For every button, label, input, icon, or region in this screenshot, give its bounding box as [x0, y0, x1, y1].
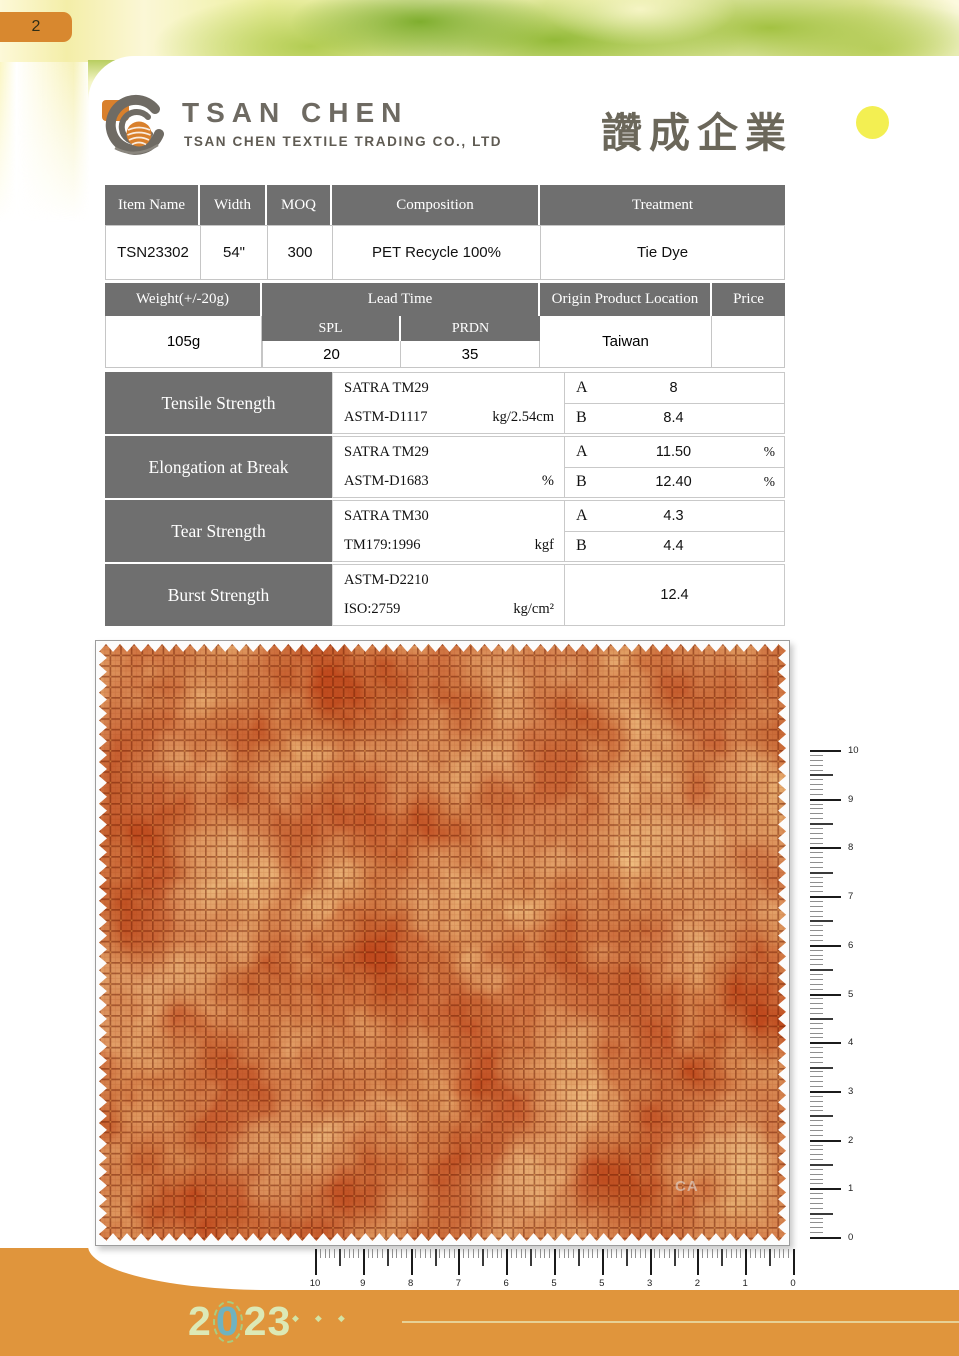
weight-value: 105g: [105, 316, 262, 368]
page-number-tab: 2: [0, 12, 72, 42]
result-row-a: A 11.50%: [576, 442, 775, 460]
method-2: ASTM-D1117: [344, 409, 428, 425]
left-margin-streaks: [0, 62, 90, 222]
item-name-value: TSN23302: [106, 226, 201, 279]
col-origin: Origin Product Location: [540, 283, 712, 316]
test-unit: kgf: [534, 537, 554, 553]
prdn-value: 35: [401, 341, 540, 368]
test-name: Tensile Strength: [105, 372, 332, 434]
test-methods: SATRA TM29 ASTM-D1683%: [332, 436, 565, 498]
price-value: [712, 316, 785, 368]
col-moq: MOQ: [267, 185, 332, 225]
test-unit: kg/cm²: [513, 601, 554, 617]
year-zero-decorated: 0: [212, 1301, 243, 1343]
result-row-b: B 8.4: [565, 402, 784, 434]
test-methods: SATRA TM30 TM179:1996 kgf: [332, 500, 565, 562]
page-number: 2: [31, 18, 41, 35]
method-2: TM179:1996: [344, 537, 421, 553]
method-2: ISO:2759: [344, 601, 401, 617]
swatch-watermark: CA: [675, 1178, 699, 1195]
method-1: SATRA TM29: [344, 444, 429, 460]
method-1: SATRA TM29: [344, 380, 429, 396]
method-1: ASTM-D2210: [344, 572, 429, 588]
horizontal-ruler: 10 9 8 7 6 5 5 3 2 1 0: [310, 1249, 796, 1289]
brand-name: TSAN CHEN: [182, 97, 409, 128]
col-width: Width: [200, 185, 267, 225]
col-leadtime: Lead Time: [262, 283, 540, 316]
spec-table-1-row: TSN23302 54" 300 PET Recycle 100% Tie Dy…: [105, 225, 785, 280]
yellow-dot-decoration: [856, 106, 889, 139]
composition-value: PET Recycle 100%: [333, 226, 541, 279]
spec-table-2-header: Weight(+/-20g) Lead Time Origin Product …: [105, 283, 785, 316]
spec-table-1-header: Item Name Width MOQ Composition Treatmen…: [105, 185, 785, 225]
col-weight: Weight(+/-20g): [105, 283, 262, 316]
col-treatment: Treatment: [540, 185, 785, 225]
footer-line: [402, 1321, 959, 1323]
top-banner-watercolor: [0, 0, 959, 62]
col-price: Price: [712, 283, 785, 316]
leadtime-cell: SPL PRDN 20 35: [262, 316, 540, 368]
origin-value: Taiwan: [540, 316, 712, 368]
test-methods: SATRA TM29 ASTM-D1117 kg/2.54cm: [332, 372, 565, 434]
test-name: Elongation at Break: [105, 436, 332, 498]
width-value: 54": [201, 226, 268, 279]
test-results: A 4.3 B 4.4: [565, 500, 785, 562]
moq-value: 300: [268, 226, 333, 279]
treatment-value: Tie Dye: [636, 244, 689, 261]
test-results: A 11.50% B 12.40%: [565, 436, 785, 498]
test-unit: kg/2.54cm: [492, 409, 554, 425]
test-unit: %: [541, 473, 554, 489]
col-spl: SPL: [262, 316, 401, 341]
result-row-a: A 4.3: [576, 506, 684, 524]
result-row-b: B 12.40%: [565, 466, 784, 498]
spl-value: 20: [262, 341, 401, 368]
test-results: 12.4: [565, 564, 785, 626]
footer-dots: ◆◆◆: [292, 1313, 361, 1323]
test-row-tensile-strength: Tensile Strength SATRA TM29 ASTM-D1117 kg…: [105, 372, 785, 434]
result-row-b: B 4.4: [565, 530, 784, 562]
spec-table-1: Item Name Width MOQ Composition Treatmen…: [105, 185, 785, 280]
footer-year: 2023: [188, 1298, 292, 1344]
spec-table-2: Weight(+/-20g) Lead Time Origin Product …: [105, 283, 785, 368]
col-composition: Composition: [332, 185, 540, 225]
test-row-burst-strength: Burst Strength ASTM-D2210 ISO:2759 kg/cm²…: [105, 564, 785, 626]
result-single-value: 12.4: [660, 587, 689, 603]
col-prdn: PRDN: [401, 316, 540, 341]
fabric-swatch-image: [99, 644, 786, 1241]
test-name: Tear Strength: [105, 500, 332, 562]
company-logo-icon: [102, 93, 164, 157]
col-item-name: Item Name: [105, 185, 200, 225]
test-row-tear-strength: Tear Strength SATRA TM30 TM179:1996 kgf A…: [105, 500, 785, 562]
company-name-cjk: 讚成企業: [601, 109, 793, 157]
method-2: ASTM-D1683: [344, 473, 429, 489]
method-1: SATRA TM30: [344, 508, 429, 524]
test-row-elongation: Elongation at Break SATRA TM29 ASTM-D168…: [105, 436, 785, 498]
brand-subtitle: TSAN CHEN TEXTILE TRADING CO., LTD: [184, 134, 503, 149]
vertical-ruler: 10 9 8 7 6 5 4 3 2 1 0: [810, 745, 872, 1243]
test-name: Burst Strength: [105, 564, 332, 626]
test-methods: ASTM-D2210 ISO:2759 kg/cm²: [332, 564, 565, 626]
